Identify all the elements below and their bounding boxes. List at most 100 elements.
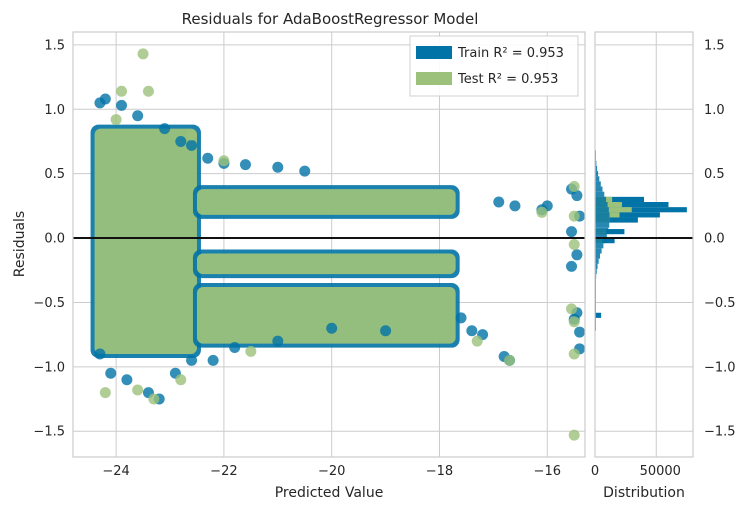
distribution-bars xyxy=(595,150,687,331)
legend-test-swatch xyxy=(416,72,452,85)
x-tick-label: −16 xyxy=(534,464,561,479)
y-tick-label-right: 0.0 xyxy=(704,232,725,247)
train-hist-bar xyxy=(595,268,597,275)
x-tick-label: −24 xyxy=(102,464,129,479)
train-point xyxy=(380,325,392,337)
legend-test-label: Test R² = 0.953 xyxy=(457,72,558,87)
legend-train-swatch xyxy=(416,46,452,59)
train-hist-bar xyxy=(595,196,644,202)
train-hist-bar xyxy=(595,196,607,202)
train-point xyxy=(574,326,586,338)
train-hist-bar xyxy=(595,229,625,235)
legend: Train R² = 0.953 Test R² = 0.953 xyxy=(409,35,579,97)
train-hist-bar xyxy=(595,176,600,182)
y-axis-title: Residuals xyxy=(12,211,28,277)
y-tick-label-right: 1.0 xyxy=(704,103,725,118)
y-tick-label-left: 1.0 xyxy=(44,103,65,118)
test-point xyxy=(99,387,111,399)
train-point xyxy=(207,354,219,366)
train-hist-bar xyxy=(595,207,687,213)
y-axis-ticks-left: −1.5 −1.0 −0.5 0.0 0.5 1.0 1.5 xyxy=(33,38,65,439)
test-point xyxy=(568,348,580,360)
train-hist-bar xyxy=(595,191,605,197)
train-hist-bar xyxy=(595,232,607,239)
train-point xyxy=(466,325,478,337)
train-point xyxy=(509,200,521,212)
legend-train-label: Train R² = 0.953 xyxy=(457,46,564,61)
chart-title: Residuals for AdaBoostRegressor Model xyxy=(182,10,479,28)
test-point xyxy=(504,354,516,366)
train-point xyxy=(566,226,578,238)
y-tick-label-right: −0.5 xyxy=(704,296,736,311)
test-point xyxy=(142,85,154,97)
train-point xyxy=(202,152,214,164)
main-plot-frame xyxy=(72,31,586,458)
train-hist-bar xyxy=(595,248,602,254)
y-tick-label-left: −1.0 xyxy=(33,360,65,375)
x-axis-ticks: −24 −22 −20 −18 −16 xyxy=(102,464,561,479)
train-point xyxy=(105,367,117,379)
train-point xyxy=(116,99,128,111)
train-point xyxy=(99,93,111,105)
y-tick-label-right: −1.5 xyxy=(704,425,736,440)
test-point xyxy=(218,155,230,167)
train-hist-bar xyxy=(595,212,660,218)
test-point xyxy=(471,335,483,347)
train-point xyxy=(566,260,578,272)
x-tick-label: −22 xyxy=(210,464,237,479)
train-point xyxy=(229,342,241,354)
dist-x-tick-label: 50000 xyxy=(640,464,681,479)
test-hist-bar xyxy=(595,207,632,213)
legend-box xyxy=(409,35,579,97)
distribution-frame xyxy=(594,31,694,458)
train-point xyxy=(326,322,338,334)
test-point xyxy=(175,374,187,386)
train-hist-bar xyxy=(595,212,610,218)
test-point xyxy=(568,316,580,328)
test-dense-band xyxy=(196,189,456,215)
y-tick-label-left: −0.5 xyxy=(33,296,65,311)
train-point xyxy=(239,159,251,171)
train-hist-bar xyxy=(595,202,608,208)
y-tick-label-left: 1.5 xyxy=(44,38,65,53)
train-hist-bar xyxy=(595,186,603,192)
test-dense-band xyxy=(196,253,456,275)
train-point xyxy=(186,139,198,151)
x-tick-label: −20 xyxy=(318,464,345,479)
train-point xyxy=(272,161,284,173)
main-plot-points xyxy=(94,48,586,441)
train-hist-bar xyxy=(595,202,669,208)
dist-x-tick-label: 0 xyxy=(591,464,599,479)
train-hist-bar xyxy=(595,227,609,233)
train-point xyxy=(299,165,311,177)
distribution-axis-title: Distribution xyxy=(603,485,685,501)
x-tick-label: −18 xyxy=(426,464,453,479)
y-tick-label-right: 1.5 xyxy=(704,38,725,53)
train-point xyxy=(175,135,187,147)
train-point xyxy=(455,312,467,324)
test-point xyxy=(110,114,122,126)
test-point xyxy=(536,206,548,218)
train-point xyxy=(571,249,583,261)
train-hist-bar xyxy=(595,217,638,223)
x-axis-title: Predicted Value xyxy=(275,485,384,501)
train-hist-bar xyxy=(595,160,597,166)
distribution-x-ticks: 0 50000 xyxy=(591,464,681,479)
train-hist-bar xyxy=(595,181,601,187)
test-dense-band xyxy=(94,128,197,354)
test-point xyxy=(568,210,580,222)
train-hist-bar xyxy=(595,222,610,228)
train-hist-bar xyxy=(595,165,598,172)
train-point xyxy=(571,190,583,202)
test-point xyxy=(116,85,128,97)
test-point xyxy=(245,345,257,357)
test-dense-band xyxy=(196,287,456,344)
y-tick-label-left: 0.0 xyxy=(44,232,65,247)
test-point xyxy=(137,48,149,60)
train-hist-bar xyxy=(595,217,610,223)
train-point xyxy=(159,123,171,135)
test-hist-bar xyxy=(595,202,622,208)
train-point xyxy=(132,110,144,122)
main-plot-bands xyxy=(90,124,460,358)
